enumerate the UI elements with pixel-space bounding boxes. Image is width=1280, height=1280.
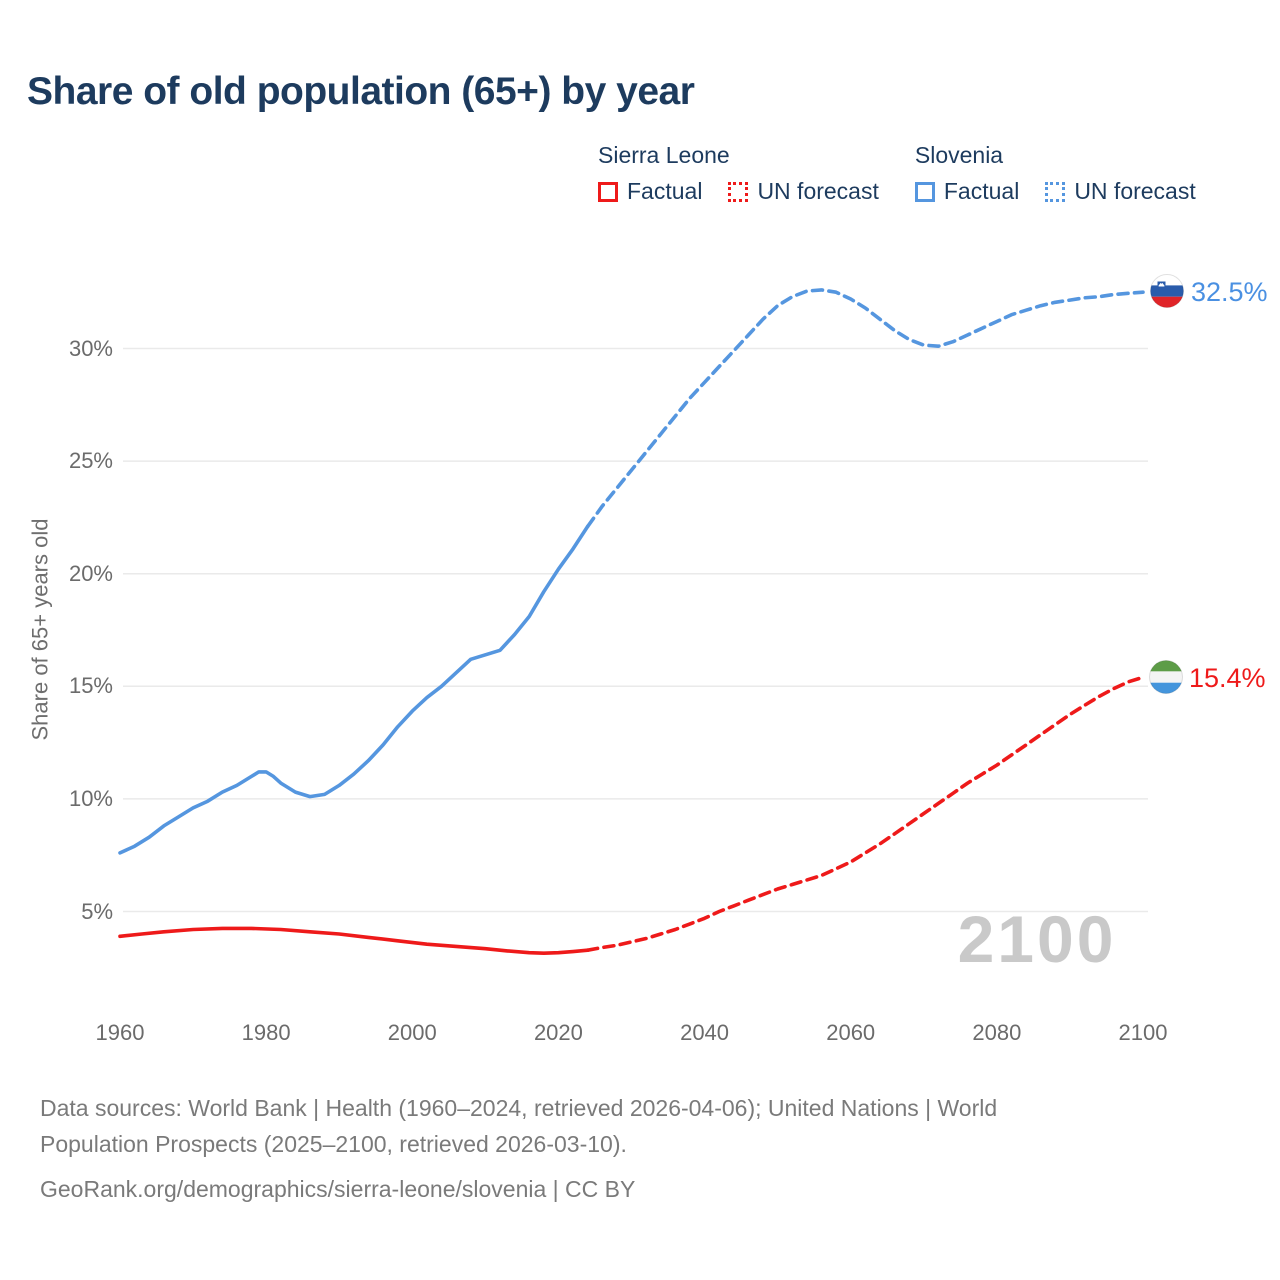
legend-swatch-solid-blue-icon xyxy=(914,181,935,202)
y-axis-tick-labels: 5% 10% 15% 20% 25% 30% xyxy=(0,0,113,1280)
y-tick-label: 25% xyxy=(68,448,113,474)
data-sources-line-1: Data sources: World Bank | Health (1960–… xyxy=(40,1095,998,1121)
footer: Data sources: World Bank | Health (1960–… xyxy=(40,1090,1240,1207)
legend-item-label: Factual xyxy=(943,178,1020,204)
legend-country-label: Sierra Leone xyxy=(598,142,730,168)
legend-row: Factual UN forecast xyxy=(598,178,879,205)
series-sierra-leone-factual xyxy=(118,926,590,955)
legend-item-sierra-leone-forecast: UN forecast xyxy=(728,178,879,205)
sierra-leone-flag-icon xyxy=(1149,660,1183,694)
x-tick-label: 2020 xyxy=(533,1020,583,1045)
x-tick-label: 2060 xyxy=(826,1020,876,1045)
slovenia-end-value: 32.5% xyxy=(1191,277,1268,307)
data-sources-line-2: Population Prospects (2025–2100, retriev… xyxy=(40,1131,627,1157)
legend-item-label: Factual xyxy=(627,178,703,204)
legend-swatch-dotted-red-icon xyxy=(728,181,749,202)
x-tick-label: 1980 xyxy=(241,1020,291,1045)
y-tick-label: 15% xyxy=(68,673,113,699)
gridlines xyxy=(123,347,1148,913)
series-slovenia-forecast xyxy=(585,288,1145,529)
x-tick-label: 2080 xyxy=(972,1020,1022,1045)
slovenia-flag-icon xyxy=(1150,274,1184,308)
watermark-2100: 2100 xyxy=(958,902,1117,976)
legend-group-slovenia: Slovenia Factual UN forecast xyxy=(914,142,1196,205)
x-tick-label: 2000 xyxy=(387,1020,437,1045)
series-slovenia-factual xyxy=(118,524,590,855)
y-tick-label: 30% xyxy=(68,335,113,361)
legend-group-sierra-leone: Sierra Leone Factual UN forecast xyxy=(598,142,879,205)
legend-item-label: UN forecast xyxy=(1074,178,1196,204)
attribution-line: GeoRank.org/demographics/sierra-leone/sl… xyxy=(40,1176,636,1202)
legend-item-label: UN forecast xyxy=(757,178,879,204)
y-tick-label: 20% xyxy=(68,560,113,586)
chart-legend: Sierra Leone Factual UN forecast Sloveni… xyxy=(598,142,1196,205)
page-title: Share of old population (65+) by year xyxy=(27,70,695,113)
sierra-leone-end-value: 15.4% xyxy=(1189,663,1266,693)
legend-item-slovenia-forecast: UN forecast xyxy=(1045,178,1196,205)
legend-row: Factual UN forecast xyxy=(914,178,1196,205)
legend-item-sierra-leone-factual: Factual xyxy=(598,178,702,205)
y-tick-label: 10% xyxy=(68,785,113,811)
legend-country-label: Slovenia xyxy=(914,142,1004,168)
x-tick-label: 2040 xyxy=(680,1020,730,1045)
x-tick-label: 2100 xyxy=(1118,1020,1168,1045)
x-tick-label: 1960 xyxy=(95,1020,145,1045)
legend-swatch-dotted-blue-icon xyxy=(1045,181,1066,202)
legend-item-slovenia-factual: Factual xyxy=(914,178,1020,205)
series-sierra-leone-forecast xyxy=(585,675,1145,952)
legend-swatch-solid-red-icon xyxy=(598,181,618,202)
y-tick-label: 5% xyxy=(81,898,113,924)
